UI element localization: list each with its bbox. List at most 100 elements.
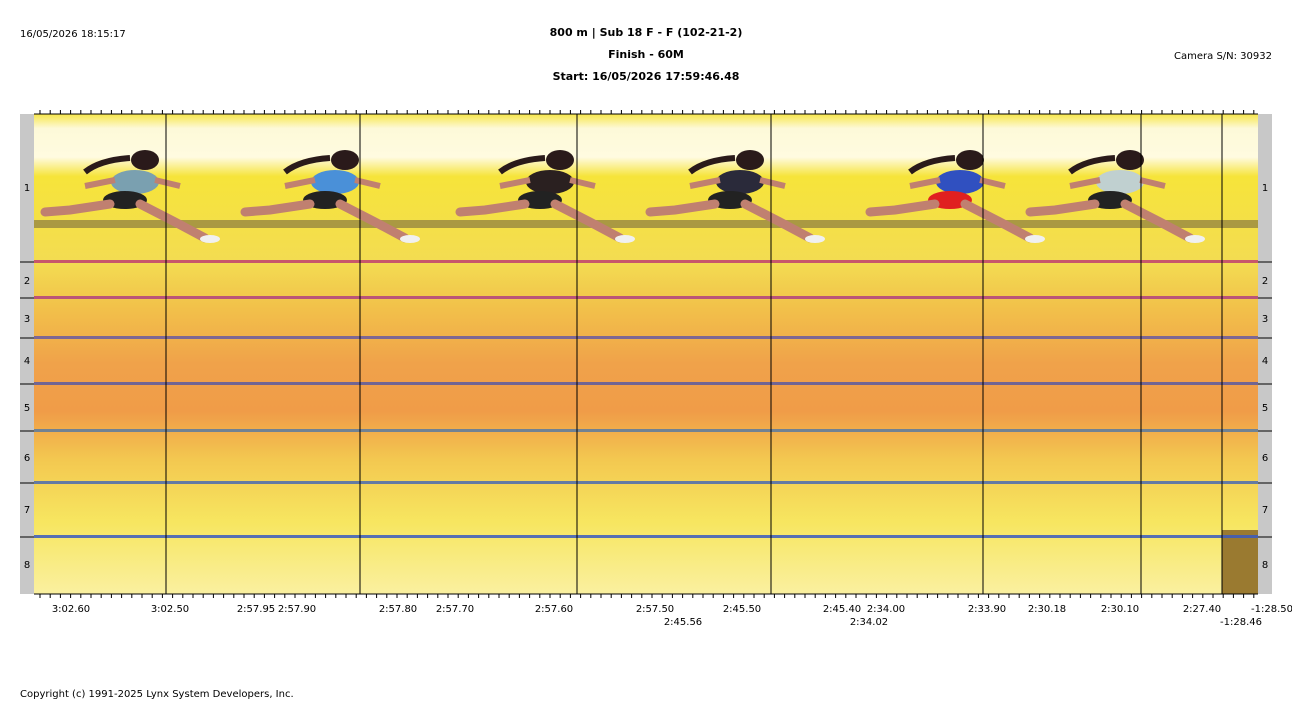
lane-label: 3 — [1262, 314, 1268, 325]
runner-shoe — [400, 235, 420, 243]
time-label: 2:45.50 — [723, 604, 761, 615]
labels: 1 12 23 34 45 56 67 78 83:02.60 3:02.50 2:57.95 2:5… — [24, 183, 1292, 628]
runner-legs — [40, 199, 210, 243]
runner — [1025, 150, 1205, 243]
lane-stripe — [34, 382, 1258, 385]
time-label: 3:02.50 — [151, 604, 189, 615]
runner-legs — [865, 199, 1035, 243]
time-label: 3:02.60 — [52, 604, 90, 615]
runner-torso — [1096, 170, 1144, 194]
runner-arms — [284, 177, 381, 189]
runner-legs — [1025, 199, 1195, 243]
time-label: 2:34.00 — [867, 604, 905, 615]
time-label: 2:30.10 — [1101, 604, 1139, 615]
lane-stripe — [34, 481, 1258, 484]
lane-label: 8 — [1262, 560, 1268, 571]
lane-stripe — [34, 535, 1258, 538]
runner-head — [1116, 150, 1144, 170]
runner-shoe — [200, 235, 220, 243]
time-label: 2:30.18 — [1028, 604, 1066, 615]
runner-torso — [526, 170, 574, 194]
runner-torso — [936, 170, 984, 194]
runner-head — [956, 150, 984, 170]
runner — [865, 150, 1045, 243]
lane-label: 2 — [1262, 276, 1268, 287]
runner-head — [131, 150, 159, 170]
lane-label: 6 — [1262, 453, 1268, 464]
lane-label: 5 — [1262, 403, 1268, 414]
runner-arms — [84, 177, 181, 189]
runner-hair — [688, 155, 736, 175]
time-label: 2:33.90 — [968, 604, 1006, 615]
time-label: 2:57.95 — [237, 604, 275, 615]
lane-label: 5 — [24, 403, 30, 414]
runner — [240, 150, 420, 243]
lane-label: 1 — [24, 183, 30, 194]
dark-patch — [1222, 530, 1258, 594]
runner-legs — [240, 199, 410, 243]
runners — [40, 150, 1205, 243]
runner-shoe — [805, 235, 825, 243]
start-time: Start: 16/05/2026 17:59:46.48 — [553, 70, 740, 83]
lane-stripe — [34, 336, 1258, 339]
runner-arms — [499, 177, 596, 189]
lane-label: 1 — [1262, 183, 1268, 194]
time-label: 2:57.70 — [436, 604, 474, 615]
photo-image — [34, 114, 1258, 594]
runner-arms — [1069, 177, 1166, 189]
runner-torso — [111, 170, 159, 194]
lane-label: 4 — [24, 356, 30, 367]
runner-head — [331, 150, 359, 170]
time-label: 2:45.56 — [664, 617, 702, 628]
lane-label: 4 — [1262, 356, 1268, 367]
runner-arms — [909, 177, 1006, 189]
runner-legs — [455, 199, 625, 243]
runner-hair — [498, 155, 546, 175]
time-label: 2:57.80 — [379, 604, 417, 615]
lane-label: 3 — [24, 314, 30, 325]
finish-lines — [165, 114, 1223, 594]
right-gutter — [1258, 114, 1272, 594]
runner-shoe — [1025, 235, 1045, 243]
time-label: 2:57.90 — [278, 604, 316, 615]
runner-torso — [311, 170, 359, 194]
title: 800 m | Sub 18 F - F (102-21-2) — [550, 26, 743, 39]
lane-lines — [20, 110, 1272, 598]
camera-serial: Camera S/N: 30932 — [1174, 51, 1272, 62]
runner-arms — [689, 177, 786, 189]
lane-label: 7 — [24, 505, 30, 516]
time-label: 2:57.50 — [636, 604, 674, 615]
runner — [40, 150, 220, 243]
runner — [455, 150, 635, 243]
time-label: 2:27.40 — [1183, 604, 1221, 615]
runner-legs — [645, 199, 815, 243]
runner-hair — [908, 155, 956, 175]
runner-shoe — [615, 235, 635, 243]
runner-hair — [83, 155, 131, 175]
lane-label: 8 — [24, 560, 30, 571]
runner-torso — [716, 170, 764, 194]
subtitle: Finish - 60M — [608, 48, 684, 61]
time-label: -1:28.50 — [1251, 604, 1292, 615]
time-label: 2:57.60 — [535, 604, 573, 615]
lane-label: 2 — [24, 276, 30, 287]
printed-at: 16/05/2026 18:15:17 — [20, 29, 126, 40]
lane-label: 6 — [24, 453, 30, 464]
time-label: 2:34.02 — [850, 617, 888, 628]
runner-hair — [1068, 155, 1116, 175]
lane-stripe — [34, 296, 1258, 299]
copyright: Copyright (c) 1991-2025 Lynx System Deve… — [20, 689, 294, 700]
lane-stripe — [34, 429, 1258, 432]
runner-head — [546, 150, 574, 170]
lane-label: 7 — [1262, 505, 1268, 516]
runner-hair — [283, 155, 331, 175]
track-edge — [34, 220, 1258, 228]
left-gutter — [20, 114, 34, 594]
time-label: -1:28.46 — [1220, 617, 1262, 628]
runner — [645, 150, 825, 243]
runner-shoe — [1185, 235, 1205, 243]
time-label: 2:45.40 — [823, 604, 861, 615]
lane-stripe — [34, 260, 1258, 263]
runner-head — [736, 150, 764, 170]
